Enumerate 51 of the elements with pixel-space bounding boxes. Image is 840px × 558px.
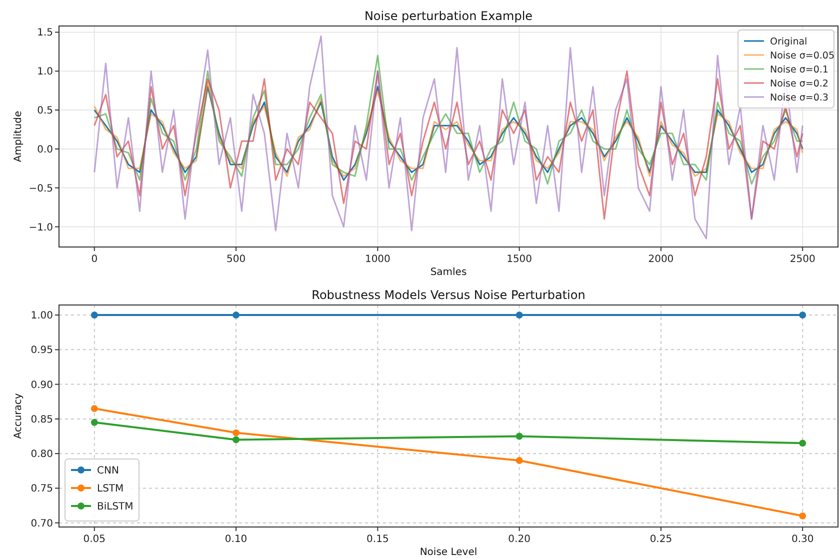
y-axis-title: Accuracy <box>13 393 24 439</box>
x-axis-title: Noise Level <box>420 547 478 558</box>
y-tick-label: 0.5 <box>37 106 53 117</box>
y-tick-label: 0.75 <box>30 484 53 495</box>
point <box>516 432 523 440</box>
x-tick-label: 0.10 <box>224 534 248 545</box>
x-tick-label: 0 <box>91 254 98 265</box>
x-tick-label: 0.05 <box>83 534 106 545</box>
y-tick-label: −0.5 <box>28 183 53 194</box>
point <box>799 312 806 319</box>
y-axis-title: Amplitude <box>13 110 24 162</box>
point <box>799 512 806 520</box>
point <box>799 440 806 447</box>
legend-label: Original <box>770 36 808 48</box>
y-tick-label: 0.95 <box>30 345 53 356</box>
x-tick-label: 1500 <box>506 254 532 265</box>
legend-label: BiLSTM <box>97 502 134 512</box>
point <box>516 457 523 464</box>
point <box>232 312 240 319</box>
point <box>232 429 240 436</box>
legend-label: Noise σ=0.2 <box>770 78 828 90</box>
x-axis-title: Samles <box>430 267 467 278</box>
legend-label: Noise σ=0.05 <box>770 50 835 62</box>
point <box>90 312 98 319</box>
legend-label: Noise σ=0.1 <box>770 64 828 76</box>
y-tick-label: 0.80 <box>30 449 53 460</box>
y-tick-label: 1.00 <box>30 310 53 322</box>
x-tick-label: 0.20 <box>508 534 530 545</box>
x-tick-label: 500 <box>226 254 246 265</box>
y-tick-label: 0.0 <box>37 144 53 156</box>
x-tick-label: 0.30 <box>791 534 814 545</box>
legend-label: LSTM <box>97 484 124 494</box>
point <box>516 312 523 319</box>
legend-label: CNN <box>97 466 119 476</box>
legend-label: Noise σ=0.3 <box>770 92 828 104</box>
y-tick-label: 0.90 <box>30 380 53 391</box>
y-tick-label: 0.70 <box>30 518 53 530</box>
chart-title: Robustness Models Versus Noise Perturbation <box>312 288 586 302</box>
y-tick-label: 1.5 <box>37 28 53 39</box>
x-tick-label: 2500 <box>790 254 816 265</box>
x-tick-label: 1000 <box>364 254 390 265</box>
point <box>232 436 240 444</box>
y-tick-label: 0.85 <box>30 414 53 426</box>
x-tick-label: 2000 <box>648 254 674 265</box>
x-tick-label: 0.25 <box>650 534 672 545</box>
point <box>90 405 98 412</box>
y-tick-label: −1.0 <box>28 222 53 234</box>
point <box>90 418 98 426</box>
chart-title: Noise perturbation Example <box>364 9 533 23</box>
y-tick-label: 1.0 <box>37 66 53 78</box>
x-tick-label: 0.15 <box>366 534 389 545</box>
